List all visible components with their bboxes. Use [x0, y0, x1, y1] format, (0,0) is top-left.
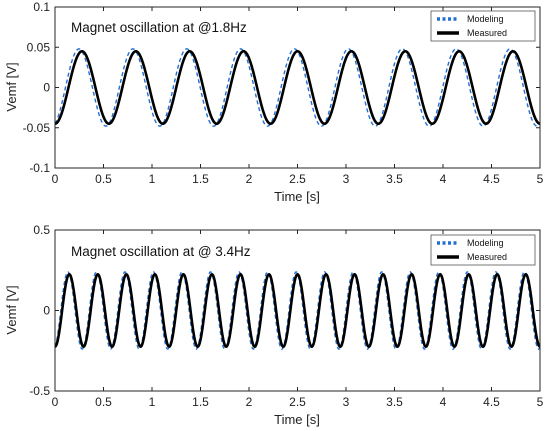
bottom-x-tick-label: 2.5 [289, 395, 306, 409]
bottom-x-tick-label: 4.5 [483, 395, 500, 409]
top-series-measured [54, 49, 541, 126]
top-chart-title: Magnet oscillation at @1.8Hz [71, 20, 247, 35]
bottom-x-tick-label: 5 [537, 395, 544, 409]
bottom-x-tick-label: 4 [440, 395, 447, 409]
top-x-tick-label: 2 [246, 172, 253, 186]
bottom-panel: 0 0.5 1 1.5 2 2.5 3 3.5 4 4.5 5-0.500.5 Magnet osc… [4, 223, 544, 427]
bottom-y-tick-label: 0 [43, 304, 50, 318]
top-x-axis-label: Time [s] [274, 189, 320, 204]
top-x-tick-label: 2.5 [289, 172, 306, 186]
bottom-chart-title: Magnet oscillation at @ 3.4Hz [71, 244, 251, 259]
top-x-tick-label: 0.5 [95, 172, 112, 186]
top-y-tick-label: 0 [43, 81, 50, 95]
top-panel: 0 0.5 1 1.5 2 2.5 3 3.5 4 4.5 5 -0.1 -0.05 0 0.05 0.1 M… [4, 0, 544, 204]
top-x-tick-label: 4 [440, 172, 447, 186]
top-y-tick-label: 0.05 [27, 40, 51, 54]
bottom-curves [54, 271, 541, 350]
bottom-x-tick-label: 1.5 [192, 395, 209, 409]
bottom-x-tick-label: 1 [149, 395, 156, 409]
bottom-y-tick-label: -0.5 [29, 384, 50, 398]
bottom-x-tick-label: 0 [52, 395, 59, 409]
bottom-x-tick-label: 0.5 [95, 395, 112, 409]
bottom-legend: Modeling Measured [430, 234, 536, 266]
top-y-tick-label: -0.05 [23, 121, 51, 135]
bottom-x-tick-label: 3 [343, 395, 350, 409]
bottom-legend-box [430, 234, 536, 266]
top-legend-box [430, 10, 536, 42]
bottom-y-tick-label: 0.5 [33, 223, 50, 237]
top-legend-label-modeling: Modeling [467, 14, 504, 24]
top-legend: Modeling Measured [430, 10, 536, 42]
bottom-x-axis-label: Time [s] [274, 412, 320, 427]
top-x-tick-label: 3 [343, 172, 350, 186]
bottom-x-tick-label: 3.5 [386, 395, 403, 409]
top-y-tick-label: -0.1 [29, 161, 50, 175]
top-x-tick-label: 3.5 [386, 172, 403, 186]
bottom-legend-label-measured: Measured [467, 252, 507, 262]
bottom-legend-label-modeling: Modeling [467, 238, 504, 248]
top-ticks: 0 0.5 1 1.5 2 2.5 3 3.5 4 4.5 5 -0.1 -0.05 0 0.05 0.1 [23, 0, 544, 186]
top-x-tick-label: 4.5 [483, 172, 500, 186]
bottom-series-measured [54, 272, 541, 349]
bottom-ticks: 0 0.5 1 1.5 2 2.5 3 3.5 4 4.5 5-0.500.5 [29, 223, 543, 409]
top-x-tick-label: 1.5 [192, 172, 209, 186]
top-x-tick-label: 1 [149, 172, 156, 186]
top-curves [54, 48, 541, 127]
top-x-tick-label: 0 [52, 172, 59, 186]
bottom-y-axis-label: Vemf [V] [4, 285, 19, 334]
top-y-axis-label: Vemf [V] [4, 62, 19, 111]
top-y-tick-label: 0.1 [33, 0, 50, 14]
bottom-x-tick-label: 2 [246, 395, 253, 409]
top-x-tick-label: 5 [537, 172, 544, 186]
top-legend-label-measured: Measured [467, 28, 507, 38]
